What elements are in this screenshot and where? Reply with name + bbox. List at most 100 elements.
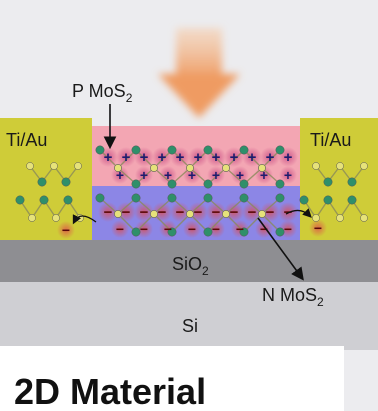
n-row-b-atom: [239, 227, 249, 237]
p-row-b-atom: [258, 164, 266, 172]
p-row-a-atom: [131, 145, 141, 155]
electron-glow: [57, 221, 75, 239]
sio2-layer: [0, 240, 378, 282]
n-row-a-atom: [203, 193, 213, 203]
n-row-b-bonds: [117, 213, 281, 233]
p-row-b-atom: [167, 179, 177, 189]
hole-charge: +: [176, 149, 185, 166]
n-row-a-atom: [239, 193, 249, 203]
hole-charge: +: [248, 149, 257, 166]
caption-title: 2D Material: [0, 346, 344, 411]
electron-glow: [309, 219, 327, 237]
contact-left-row-atom: [39, 195, 49, 205]
hole-charge: +: [236, 167, 244, 183]
p-row-b-atom: [203, 179, 213, 189]
n-row-b-atom: [258, 210, 266, 218]
p-row-a-atom: [275, 145, 285, 155]
hole-glow: [152, 147, 172, 167]
contact-right-row-atom: [336, 214, 344, 222]
electron-charge: −: [284, 221, 292, 237]
hole-charge: +: [260, 167, 268, 183]
si-substrate: [0, 282, 378, 350]
hole-glow: [207, 166, 225, 184]
contact-left-row-atom: [52, 214, 60, 222]
p-row-b-atom: [150, 164, 158, 172]
hole-charge: +: [284, 167, 292, 183]
electron-charge: −: [212, 204, 221, 221]
hole-charge: +: [266, 149, 275, 166]
contact-left-row-top-atom: [74, 162, 82, 170]
electron-glow: [111, 220, 129, 238]
n-row-b-atom: [167, 227, 177, 237]
n-mos2-label: N MoS2: [262, 285, 324, 309]
hole-glow: [260, 147, 280, 167]
electron-charge: −: [248, 204, 257, 221]
contact-right-row-atom: [347, 195, 357, 205]
transfer-arrow-left: [72, 214, 97, 225]
contact-left-row-top-atom: [61, 177, 71, 187]
contact-left-row-top-atom: [37, 177, 47, 187]
electron-charge: −: [176, 204, 185, 221]
light-arrow-icon: [158, 28, 240, 118]
electron-charge: −: [158, 204, 167, 221]
electron-charge: −: [104, 204, 113, 221]
p-mos2-label: P MoS2: [72, 81, 133, 105]
n-row-a-atom: [95, 193, 105, 203]
electron-charge: −: [188, 221, 196, 237]
electron-charge: −: [62, 222, 70, 238]
electron-charge: −: [260, 221, 268, 237]
p-row-b-bonds: [117, 167, 281, 185]
contact-left-label: Ti/Au: [6, 130, 47, 150]
p-row-a-atom: [167, 145, 177, 155]
hole-glow: [116, 147, 136, 167]
transfer-arrow-right: [285, 208, 312, 218]
hole-glow: [231, 166, 249, 184]
electron-charge: −: [116, 221, 124, 237]
hole-charge: +: [158, 149, 167, 166]
p-row-b-atom: [131, 179, 141, 189]
electron-charge: −: [122, 204, 131, 221]
atom-lattice: [15, 145, 368, 237]
hole-charge: +: [140, 149, 149, 166]
contact-left-row-top-atom: [50, 162, 58, 170]
n-row-b-atom: [222, 210, 230, 218]
hole-glow: [224, 147, 244, 167]
hole-charge: +: [122, 149, 131, 166]
electron-charge: −: [140, 204, 149, 221]
p-row-b-atom: [275, 179, 285, 189]
hole-charge: +: [188, 167, 196, 183]
n-row-b-atom: [150, 210, 158, 218]
contact-left-row-atom: [63, 195, 73, 205]
n-row-a-atom: [275, 193, 285, 203]
contact-right-row-top-atom: [336, 162, 344, 170]
hole-glow: [279, 166, 297, 184]
hole-charge: +: [104, 149, 113, 166]
contact-right-row-top-atom: [323, 177, 333, 187]
n-row-a-atom: [131, 193, 141, 203]
contact-right-row-atom: [312, 214, 320, 222]
electron-charge: −: [236, 221, 244, 237]
p-row-b-atom: [186, 164, 194, 172]
hole-charge: +: [212, 167, 220, 183]
contact-right-row-atom: [360, 214, 368, 222]
p-row-a-atom: [95, 145, 105, 155]
n-row-b-atom: [114, 210, 122, 218]
electron-charge: −: [266, 204, 275, 221]
electron-glow: [170, 202, 190, 222]
electron-glow: [134, 202, 154, 222]
electron-charge: −: [140, 221, 148, 237]
n-row-b-atom: [131, 227, 141, 237]
electron-charge: −: [194, 204, 203, 221]
contact-left-row-atom: [15, 195, 25, 205]
pointer-arrow-n: [257, 217, 304, 281]
contact-right-row-top-atom: [360, 162, 368, 170]
si-label: Si: [182, 316, 198, 336]
n-row-b-atom: [186, 210, 194, 218]
p-row-a-atom: [203, 145, 213, 155]
contact-right-row-top-atom: [312, 162, 320, 170]
contact-right-row-atom: [299, 195, 309, 205]
n-row-a-atom: [167, 193, 177, 203]
p-row-b-atom: [239, 179, 249, 189]
n-row-b-atom: [275, 227, 285, 237]
